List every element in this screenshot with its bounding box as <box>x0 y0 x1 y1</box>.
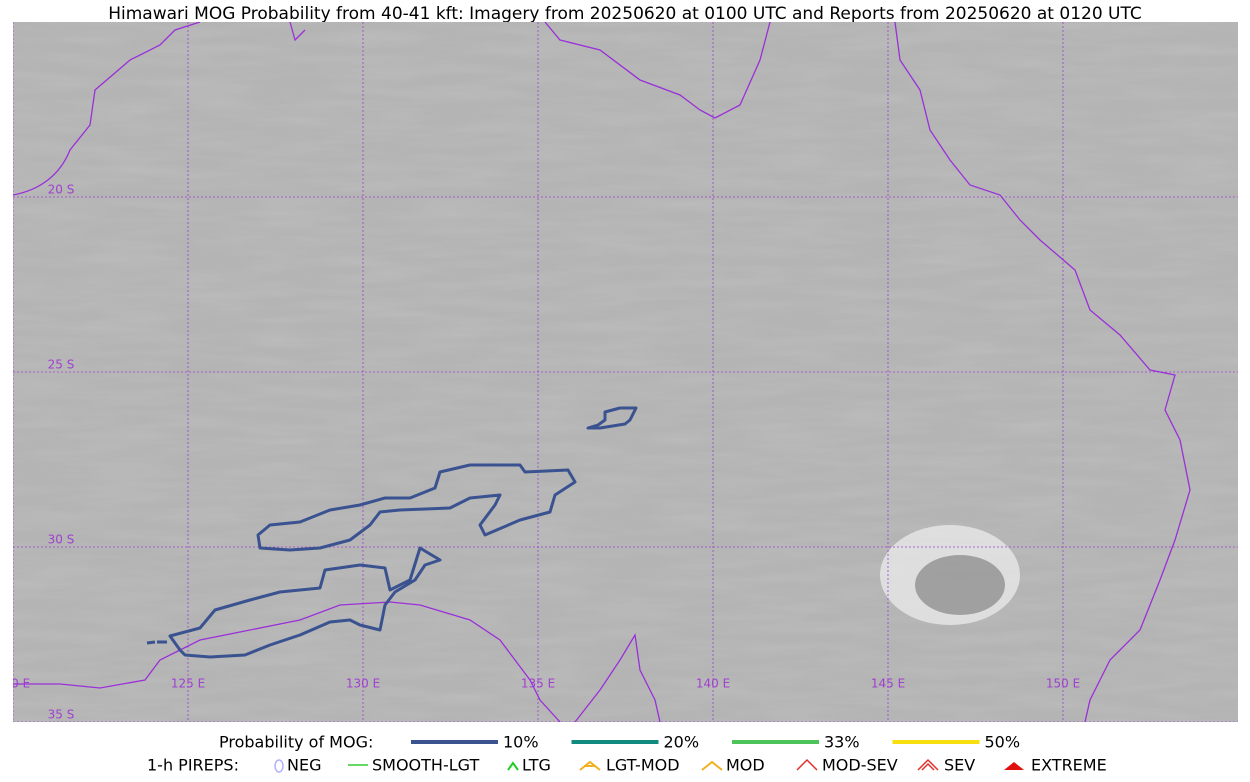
pirep-label: MOD <box>726 756 765 775</box>
legend-title: Probability of MOG: <box>219 733 373 752</box>
legend-label: 33% <box>824 733 860 752</box>
coastlines <box>13 22 1191 722</box>
title: Himawari MOG Probability from 40-41 kft:… <box>108 4 1142 24</box>
pirep-label: EXTREME <box>1031 756 1107 775</box>
longitude-label: 140 E <box>696 677 730 691</box>
pirep-label: SMOOTH-LGT <box>372 756 479 775</box>
pirep-label: NEG <box>287 756 321 775</box>
longitude-label: 145 E <box>871 677 905 691</box>
longitude-label: 125 E <box>171 677 205 691</box>
longitude-label: 135 E <box>521 677 555 691</box>
legend-title: 1-h PIREPS: <box>147 756 239 775</box>
latitude-label: 30 S <box>48 533 75 547</box>
legend-label: 50% <box>985 733 1021 752</box>
pirep-label: LTG <box>522 756 551 775</box>
legend-label: 10% <box>503 733 539 752</box>
pirep-label: LGT-MOD <box>606 756 680 775</box>
latitude-label: 35 S <box>48 708 75 722</box>
legend: Probability of MOG: 10% 20% 33% 50% 1-h PIREP… <box>147 733 1107 775</box>
mog-contours <box>146 406 638 659</box>
pirep-label: MOD-SEV <box>822 756 898 775</box>
pirep-icons <box>274 758 1024 773</box>
pirep-label: SEV <box>944 756 975 775</box>
latitude-label: 25 S <box>48 358 75 372</box>
latitude-label: 20 S <box>48 183 75 197</box>
longitude-label: 150 E <box>1046 677 1080 691</box>
storm-cells <box>880 525 1020 625</box>
longitude-label: 130 E <box>346 677 380 691</box>
legend-label: 20% <box>664 733 700 752</box>
